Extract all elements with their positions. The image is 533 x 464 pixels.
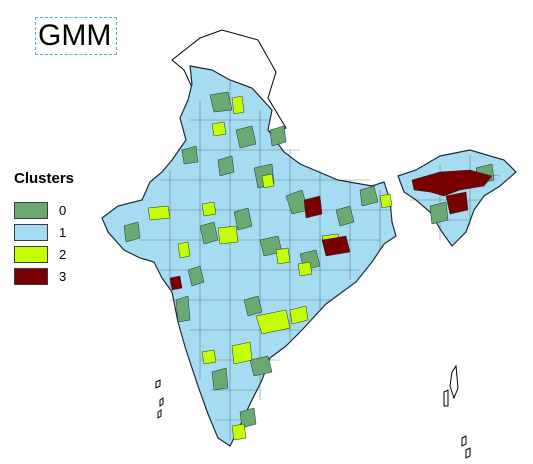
mainland-outline: [101, 65, 397, 447]
legend-item-0: 0: [14, 199, 74, 221]
cluster-3-districts: [169, 169, 493, 291]
cluster-2-districts: [147, 95, 393, 441]
island-groups: [155, 364, 471, 459]
legend-label-2: 2: [59, 246, 67, 262]
legend: Clusters 0 1 2 3: [14, 170, 74, 287]
map-title-box: GMM: [35, 17, 117, 55]
legend-item-2: 2: [14, 243, 74, 265]
legend-swatch-1: [14, 223, 48, 241]
map-title: GMM: [38, 19, 112, 52]
legend-item-3: 3: [14, 265, 74, 287]
legend-swatch-2: [14, 245, 48, 263]
legend-swatch-3: [14, 267, 48, 285]
legend-title: Clusters: [14, 170, 75, 187]
legend-label-3: 3: [59, 268, 67, 284]
legend-item-1: 1: [14, 221, 74, 243]
legend-label-1: 1: [59, 224, 67, 240]
legend-swatch-0: [14, 201, 48, 219]
legend-label-0: 0: [59, 202, 67, 218]
